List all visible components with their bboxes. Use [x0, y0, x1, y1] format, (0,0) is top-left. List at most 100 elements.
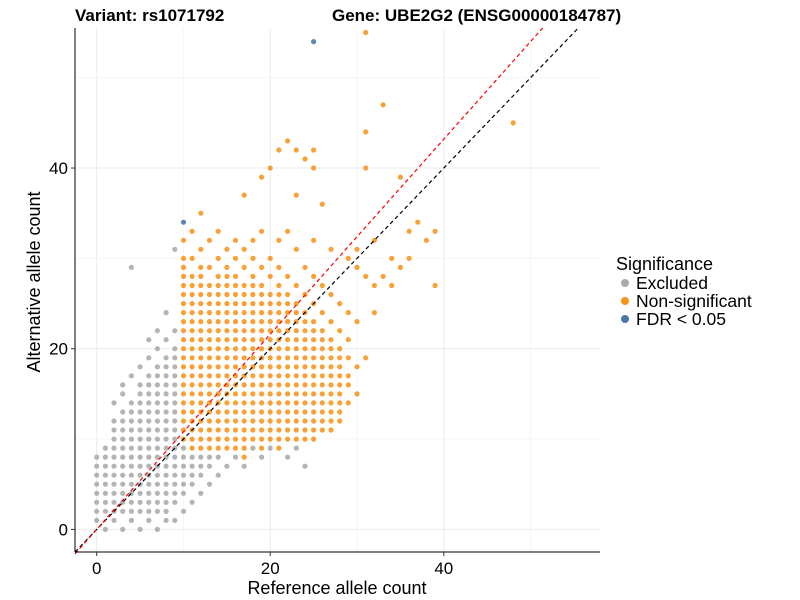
non-significant-point: [259, 319, 265, 325]
non-significant-point: [198, 310, 204, 316]
excluded-point: [146, 355, 152, 361]
non-significant-point: [259, 445, 265, 451]
non-significant-point: [363, 165, 369, 171]
non-significant-point: [198, 319, 204, 325]
non-significant-point: [224, 264, 230, 270]
non-significant-point: [311, 328, 317, 334]
excluded-point: [120, 472, 126, 478]
non-significant-point: [337, 346, 343, 352]
excluded-point: [172, 328, 178, 334]
excluded-point: [232, 454, 239, 460]
excluded-point: [250, 445, 256, 451]
non-significant-point: [259, 409, 265, 415]
excluded-point: [128, 409, 134, 415]
non-significant-point: [267, 310, 273, 316]
non-significant-point: [337, 328, 343, 334]
non-significant-point: [224, 346, 230, 352]
excluded-point: [111, 445, 117, 451]
non-significant-point: [259, 373, 265, 379]
excluded-point: [163, 490, 169, 496]
non-significant-point: [198, 301, 204, 307]
excluded-point: [206, 481, 213, 487]
excluded-point: [137, 454, 143, 460]
excluded-point: [172, 472, 178, 478]
non-significant-point: [232, 436, 239, 442]
excluded-point: [198, 463, 204, 469]
non-significant-point: [180, 310, 187, 316]
non-significant-point: [293, 147, 299, 153]
non-significant-point: [232, 400, 239, 406]
non-significant-point: [311, 409, 317, 415]
excluded-point: [120, 409, 126, 415]
excluded-point: [172, 454, 178, 460]
excluded-point: [128, 264, 134, 270]
non-significant-point: [206, 382, 213, 388]
non-significant-point: [215, 436, 221, 442]
non-significant-point: [259, 228, 265, 234]
excluded-point: [163, 418, 169, 424]
excluded-point: [146, 373, 152, 379]
excluded-point: [146, 454, 152, 460]
non-significant-point: [345, 373, 351, 379]
non-significant-point: [206, 310, 213, 316]
non-significant-point: [215, 355, 221, 361]
non-significant-point: [328, 355, 334, 361]
non-significant-point: [198, 400, 204, 406]
non-significant-point: [328, 391, 334, 397]
non-significant-point: [276, 427, 282, 433]
non-significant-point: [189, 282, 195, 289]
non-significant-point: [180, 264, 187, 270]
non-significant-point: [250, 319, 256, 325]
non-significant-point: [319, 427, 325, 433]
non-significant-point: [224, 301, 230, 307]
non-significant-point: [267, 165, 273, 171]
non-significant-point: [293, 382, 299, 388]
non-significant-point: [285, 382, 291, 388]
non-significant-point: [232, 255, 239, 261]
non-significant-point: [189, 400, 195, 406]
non-significant-point: [206, 436, 213, 442]
non-significant-point: [311, 319, 317, 325]
excluded-point: [163, 382, 169, 388]
non-significant-point: [276, 282, 282, 289]
excluded-point: [172, 409, 178, 415]
excluded-point: [111, 418, 117, 424]
non-significant-point: [285, 427, 291, 433]
excluded-point: [120, 436, 126, 442]
excluded-point: [154, 445, 160, 451]
non-significant-point: [180, 255, 187, 261]
excluded-point: [163, 427, 169, 433]
non-significant-point: [285, 228, 291, 234]
non-significant-point: [302, 328, 308, 334]
non-significant-point: [189, 310, 195, 316]
excluded-point: [154, 346, 160, 352]
non-significant-point: [250, 273, 256, 279]
non-significant-point: [302, 355, 308, 361]
non-significant-point: [285, 355, 291, 361]
non-significant-point: [189, 364, 195, 370]
non-significant-point: [259, 346, 265, 352]
non-significant-point: [224, 436, 230, 442]
non-significant-point: [276, 346, 282, 352]
non-significant-point: [302, 373, 308, 379]
non-significant-point: [259, 436, 265, 442]
non-significant-point: [232, 310, 239, 316]
excluded-point: [163, 364, 169, 370]
non-significant-point: [319, 337, 325, 343]
non-significant-point: [319, 201, 325, 207]
non-significant-point: [337, 418, 343, 424]
non-significant-point: [198, 337, 204, 343]
non-significant-point: [259, 264, 265, 270]
excluded-point: [146, 409, 152, 415]
excluded-point: [241, 463, 247, 469]
non-significant-point: [259, 400, 265, 406]
non-significant-point: [189, 355, 195, 361]
non-significant-point: [337, 382, 343, 388]
non-significant-point: [180, 418, 187, 424]
non-significant-point: [267, 255, 273, 261]
non-significant-point: [311, 273, 317, 279]
non-significant-point: [311, 373, 317, 379]
non-significant-point: [293, 246, 299, 252]
non-significant-point: [345, 255, 351, 261]
excluded-point: [102, 481, 108, 487]
